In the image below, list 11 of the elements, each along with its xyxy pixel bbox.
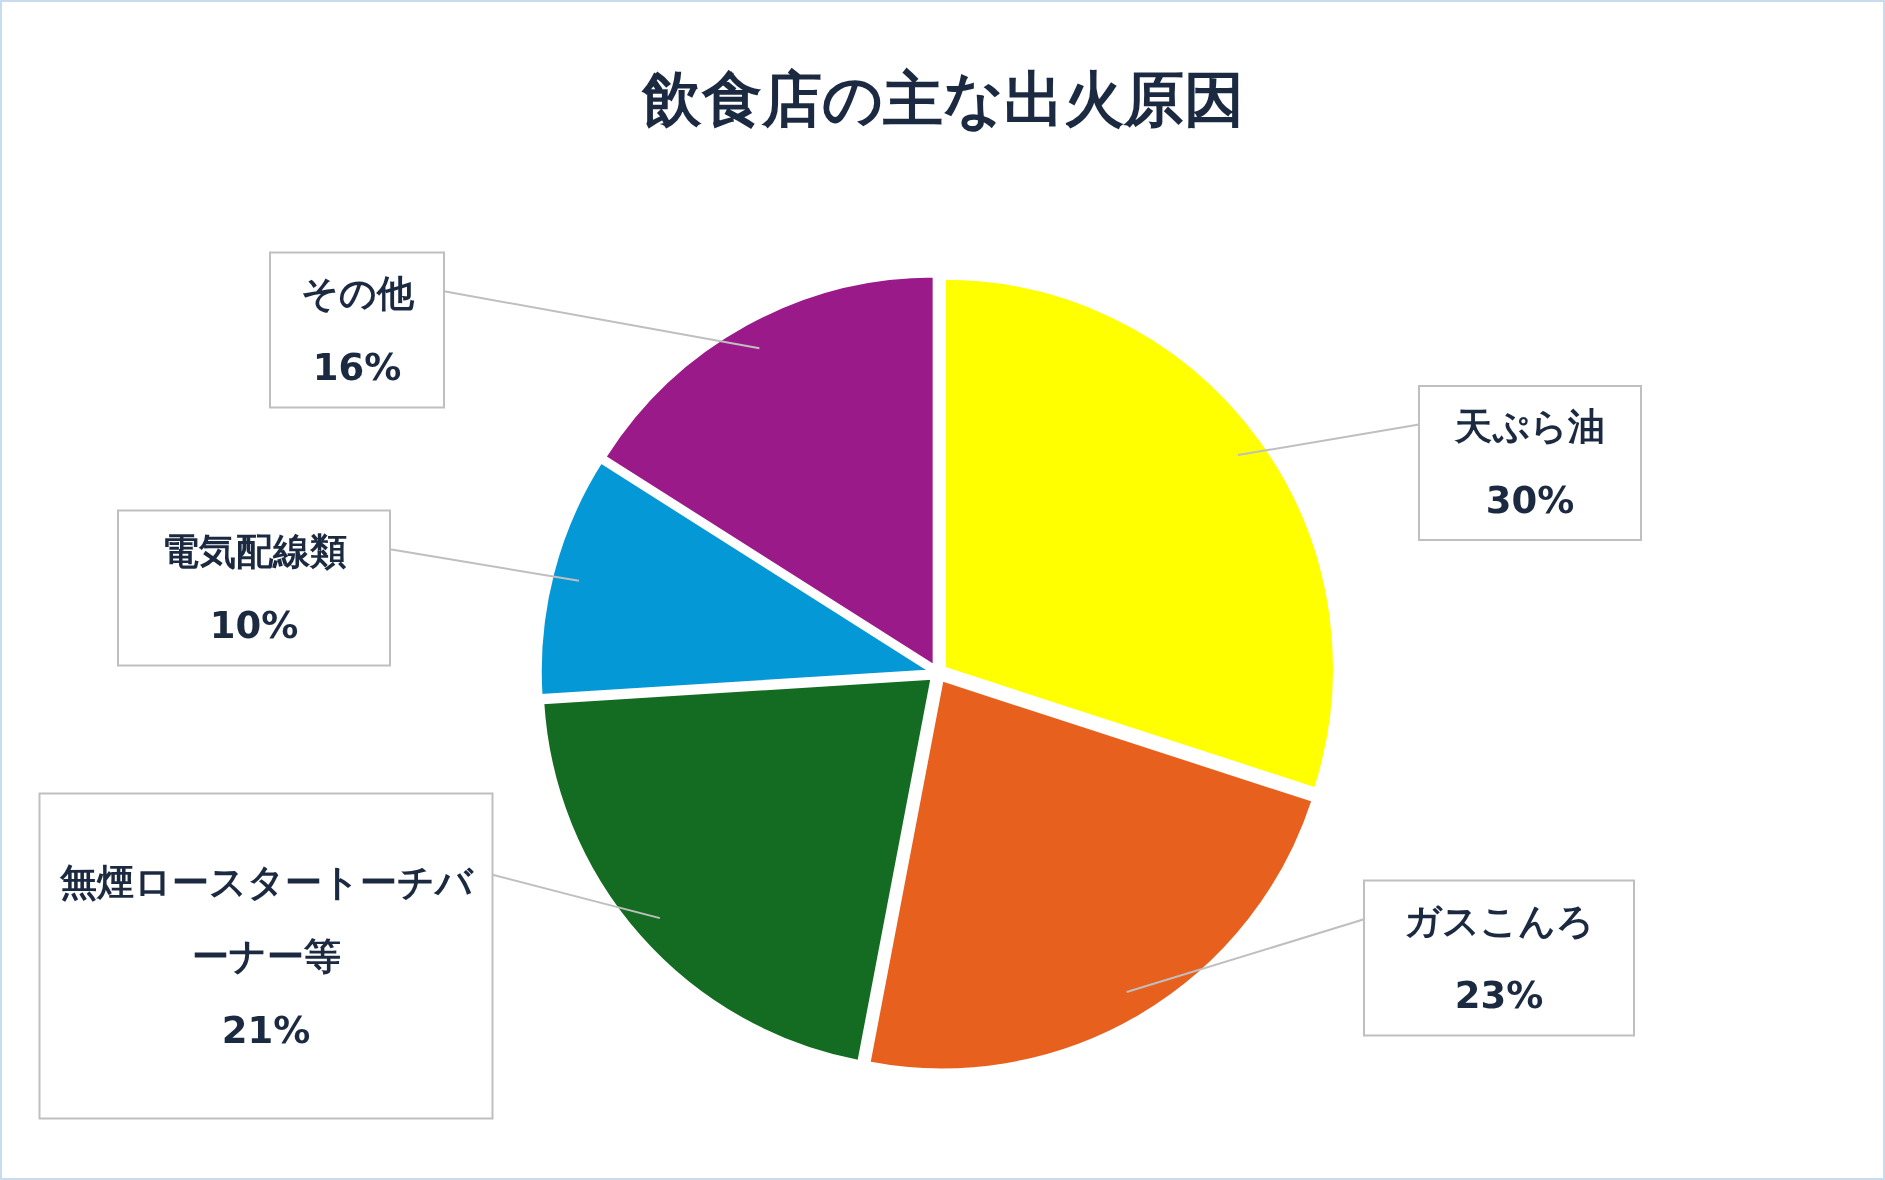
data-label: 30% xyxy=(1485,479,1575,522)
data-label: 10% xyxy=(209,604,299,647)
chart-title: 飲食店の主な出火原因 xyxy=(640,64,1244,134)
slice-label: ガスこんろ xyxy=(1404,900,1594,943)
data-label: 23% xyxy=(1454,974,1544,1017)
slice-label: その他 xyxy=(300,272,415,315)
slice-label: 天ぷら油 xyxy=(1454,405,1605,448)
slice-label: 電気配線類 xyxy=(161,530,347,573)
data-label: 16% xyxy=(312,346,402,389)
data-label: 21% xyxy=(221,1009,311,1052)
slice-label: 無煙ロースタートーチバーナー等 xyxy=(58,861,474,978)
